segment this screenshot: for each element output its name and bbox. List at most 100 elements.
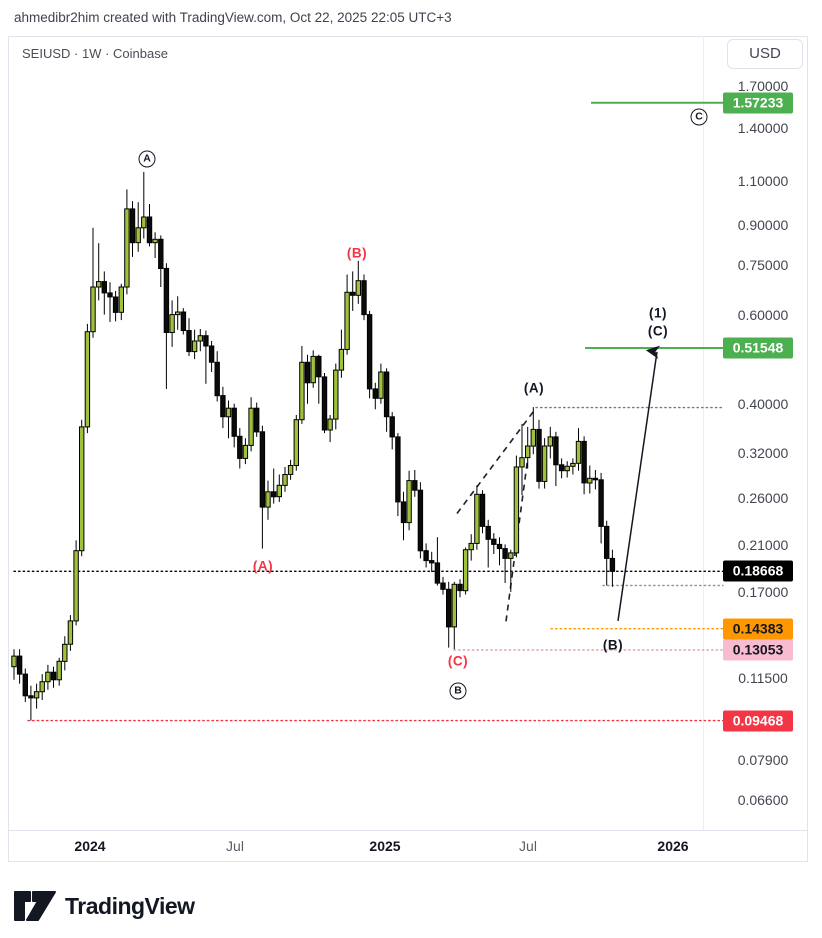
candle-32 [191,329,198,360]
price-tick-0.90000: 0.90000 [737,217,789,234]
candle-103 [592,470,599,490]
candle-68 [395,433,401,517]
candle-79 [457,579,463,598]
candle-64 [372,382,379,410]
candle-75 [434,537,441,586]
price-label-0.09468[interactable]: 0.09468 [723,710,793,732]
price-tick-0.26000: 0.26000 [737,490,789,507]
candle-54 [316,354,322,404]
wave-label-(B)[interactable]: (B) [346,245,368,261]
wave-label-(C)[interactable]: (C) [447,653,469,669]
currency-usd-button[interactable]: USD [727,39,803,69]
price-label-1.57233[interactable]: 1.57233 [723,92,793,114]
time-tick-Jul: Jul [226,838,244,854]
candle-94 [541,438,548,489]
wave-label-(C)[interactable]: (C) [647,323,669,339]
price-tick-0.17000: 0.17000 [737,583,789,600]
wave-label-(A)[interactable]: (A) [523,380,545,396]
candle-77 [446,581,452,648]
candle-45 [265,480,271,520]
candle-53 [310,350,316,388]
arrow-line[interactable] [617,345,661,622]
candle-49 [287,459,294,480]
candle-47 [276,474,283,502]
price-scale[interactable]: 1.70000 1.40000 1.10000 0.90000 0.75000 0.600… [703,36,822,830]
price-tick-1.70000: 1.70000 [737,77,789,94]
candle-9 [62,636,68,671]
candle-8 [56,657,62,686]
time-tick-Jul: Jul [519,838,537,854]
tradingview-logo[interactable]: TradingView [14,884,314,928]
candle-90 [519,423,525,496]
candle-73 [423,543,429,568]
candle-35 [208,341,215,372]
candle-58 [338,329,345,378]
candle-7 [50,666,57,688]
wave-label-(B)[interactable]: (B) [602,637,624,653]
candle-27 [163,263,170,389]
price-label-0.14383[interactable]: 0.14383 [723,618,793,640]
candle-86 [496,537,503,566]
candle-81 [468,534,474,561]
wave-label-(1)[interactable]: (1) [649,305,667,321]
candle-50 [293,415,300,471]
price-tick-0.60000: 0.60000 [737,306,789,323]
candle-70 [406,470,412,531]
candle-28 [169,300,175,347]
candle-51 [299,346,305,424]
candle-106 [609,549,616,587]
price-tick-1.40000: 1.40000 [737,120,789,137]
dashed-trendlines[interactable] [456,407,537,622]
candle-96 [553,431,559,487]
wave-label-circled-C[interactable]: C [690,108,708,126]
candle-43 [254,402,260,437]
candle-12 [79,419,85,557]
candle-93 [536,419,542,489]
wave-label-circled-B[interactable]: B [449,682,467,700]
price-label-0.13053[interactable]: 0.13053 [723,639,793,661]
price-label-0.51548[interactable]: 0.51548 [723,337,793,359]
candle-55 [321,373,328,434]
candle-60 [350,271,356,311]
candle-85 [491,533,497,554]
wave-label-circled-A[interactable]: A [138,150,156,168]
candle-83 [479,490,486,534]
candle-97 [558,458,565,479]
candle-62 [361,274,367,321]
candle-26 [158,235,164,287]
candle-31 [186,318,192,356]
candle-44 [259,425,266,549]
price-label-0.18668[interactable]: 0.18668 [723,560,793,582]
attribution-text: ahmedibr2him created with TradingView.co… [14,10,452,25]
candle-6 [45,664,51,690]
candle-40 [237,428,243,469]
time-axis[interactable]: 2024 Jul 2025 Jul 2026 [8,830,808,862]
candle-2 [22,668,29,703]
tradingview-logo-text: TradingView [65,892,195,919]
projection-arrow[interactable] [617,345,661,622]
candles [11,171,616,721]
price-tick-0.21000: 0.21000 [737,537,789,554]
wave-label-(A)[interactable]: (A) [252,558,274,574]
candle-56 [327,415,333,443]
candle-37 [220,386,226,429]
candle-39 [231,403,237,448]
dashed-wedge-lower[interactable] [505,448,530,622]
candle-5 [39,674,45,700]
price-tick-0.07900: 0.07900 [737,752,789,769]
candle-29 [175,296,181,330]
tradingview-logo-icon [14,891,56,921]
candle-23 [141,171,147,239]
candle-66 [383,368,390,432]
candle-72 [417,482,424,559]
price-scale-separator [703,36,704,830]
price-tick-1.10000: 1.10000 [737,173,789,190]
candle-80 [462,547,469,595]
candle-59 [344,274,350,355]
candle-18 [112,291,119,322]
candle-15 [96,243,102,301]
candle-61 [355,260,362,304]
candle-100 [575,428,582,471]
